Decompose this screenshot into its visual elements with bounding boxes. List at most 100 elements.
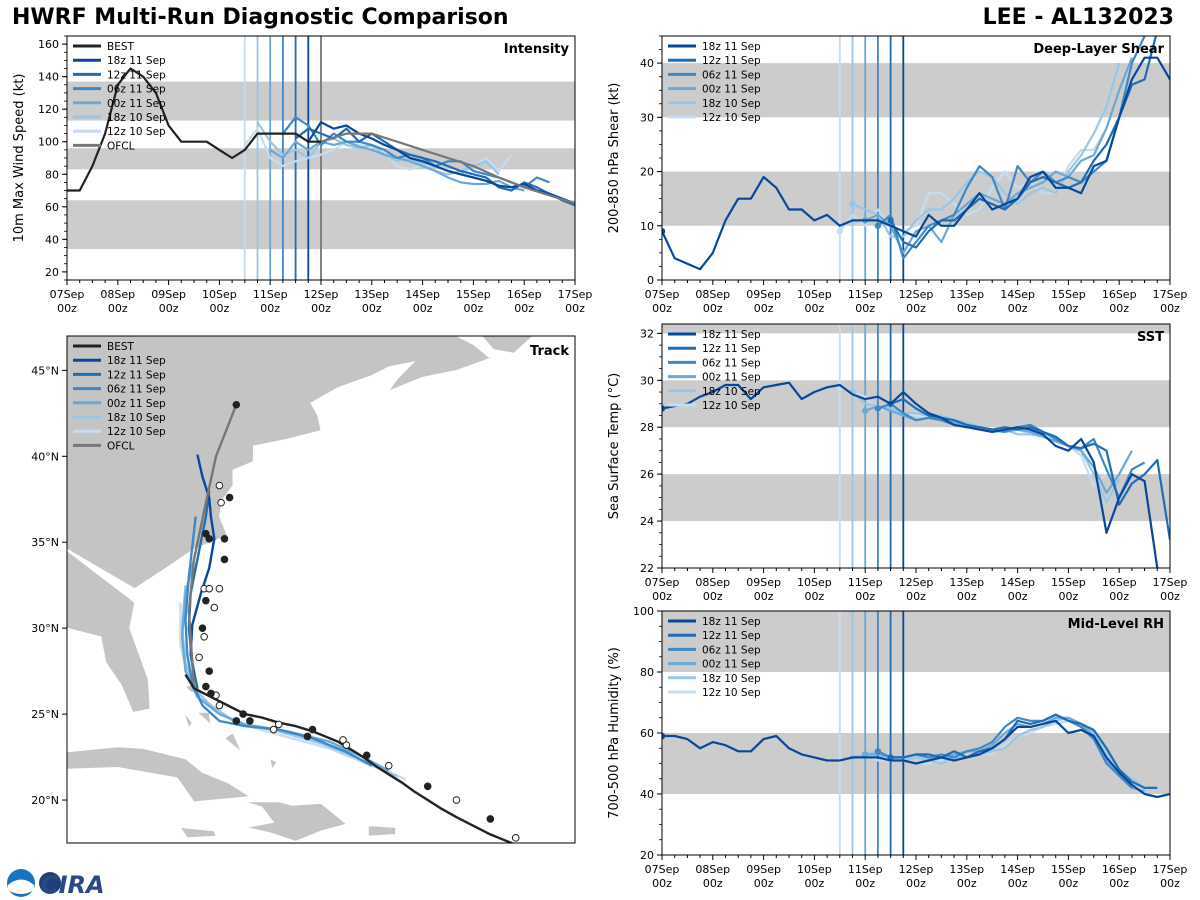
- y-axis-label: 200-850 hPa Shear (kt): [607, 83, 622, 234]
- series-line: [877, 36, 1146, 260]
- x-tick-label: 08Sep: [695, 863, 730, 876]
- threshold-band: [662, 611, 1170, 672]
- legend-label: 12z 10 Sep: [702, 687, 761, 699]
- x-tick-label: 16Sep: [507, 288, 542, 301]
- legend: 18z 11 Sep 12z 11 Sep 06z 11 Sep 00z 11 Sep…: [668, 616, 761, 699]
- cira-globe-icon: [39, 872, 61, 894]
- track-position-marker: [215, 584, 224, 593]
- x-tick-label: 00z: [957, 302, 977, 315]
- legend-label: 12z 11 Sep: [702, 630, 761, 642]
- track-line: [187, 404, 238, 689]
- x-tick-label: 00z: [1160, 302, 1180, 315]
- x-tick-label: 16Sep: [1102, 576, 1137, 589]
- x-tick-label: 09Sep: [746, 288, 781, 301]
- x-tick-label: 11Sep: [848, 863, 883, 876]
- x-tick-label: 00z: [703, 302, 723, 315]
- x-tick-label: 17Sep: [558, 288, 593, 301]
- x-tick-label: 00z: [805, 590, 825, 603]
- legend: 18z 11 Sep 12z 11 Sep 06z 11 Sep 00z 11 Sep…: [668, 329, 761, 412]
- x-tick-label: 00z: [652, 302, 672, 315]
- x-tick-label: 00z: [754, 877, 774, 890]
- x-tick-label: 16Sep: [1102, 288, 1137, 301]
- legend-label: OFCL: [107, 440, 135, 452]
- legend-label: 12z 10 Sep: [107, 126, 166, 138]
- series-line: [307, 121, 575, 205]
- x-tick-label: 09Sep: [746, 863, 781, 876]
- run-start-marker: [862, 407, 869, 415]
- lat-tick-label: 40°N: [31, 450, 59, 463]
- x-tick-label: 00z: [1160, 877, 1180, 890]
- lat-tick-label: 30°N: [31, 622, 59, 635]
- track-line: [184, 673, 515, 843]
- x-tick-label: 15Sep: [1051, 863, 1086, 876]
- land-mass: [183, 712, 193, 729]
- y-tick-label: 26: [640, 468, 654, 481]
- legend-label: 18z 10 Sep: [702, 98, 761, 110]
- x-tick-label: 13Sep: [949, 863, 984, 876]
- track-position-marker: [308, 725, 317, 734]
- track-position-marker: [198, 624, 207, 632]
- track-position-marker: [423, 782, 432, 791]
- series-line: [877, 402, 1146, 499]
- track-position-marker: [246, 717, 254, 725]
- x-tick-label: 00z: [57, 302, 77, 315]
- track-position-marker: [269, 725, 278, 734]
- series-line: [67, 67, 321, 192]
- x-tick-label: 00z: [1059, 302, 1079, 315]
- legend-label: 18z 10 Sep: [107, 112, 166, 124]
- lat-tick-label: 25°N: [31, 708, 59, 721]
- legend-label: 12z 11 Sep: [107, 369, 166, 381]
- legend-label: BEST: [107, 341, 135, 353]
- x-tick-label: 15Sep: [456, 288, 491, 301]
- y-tick-label: 100: [633, 605, 654, 618]
- land-mass: [196, 712, 212, 726]
- legend-label: 12z 10 Sep: [107, 426, 166, 438]
- legend-label: 12z 11 Sep: [107, 69, 166, 81]
- panel-title: Deep-Layer Shear: [1033, 42, 1164, 57]
- legend-label: 18z 11 Sep: [107, 355, 166, 367]
- run-start-marker: [836, 228, 843, 235]
- x-tick-label: 10Sep: [797, 863, 832, 876]
- map-area: [67, 336, 534, 843]
- x-tick-label: 07Sep: [645, 576, 680, 589]
- track-position-marker: [220, 555, 229, 564]
- x-tick-label: 00z: [906, 590, 926, 603]
- run-start-marker: [874, 222, 882, 229]
- threshold-band: [662, 324, 1170, 334]
- track-position-marker: [205, 584, 214, 593]
- y-axis-label: 10m Max Wind Speed (kt): [12, 74, 27, 243]
- x-tick-label: 00z: [210, 302, 230, 315]
- y-tick-label: 60: [45, 201, 59, 214]
- x-tick-label: 14Sep: [1000, 288, 1035, 301]
- map-frame: [66, 335, 576, 844]
- track-position-marker: [486, 815, 495, 823]
- panel-title: Mid-Level RH: [1068, 617, 1164, 632]
- x-tick-label: 10Sep: [202, 288, 237, 301]
- x-tick-label: 10Sep: [797, 288, 832, 301]
- legend-label: 00z 11 Sep: [107, 398, 166, 410]
- track-position-marker: [202, 529, 210, 538]
- x-tick-label: 00z: [906, 302, 926, 315]
- x-tick-label: 13Sep: [949, 288, 984, 301]
- run-start-marker: [862, 751, 869, 758]
- lat-tick-label: 20°N: [31, 794, 59, 807]
- lat-tick-label: 45°N: [31, 364, 59, 377]
- land-mass: [244, 801, 348, 842]
- legend-label: 00z 11 Sep: [107, 98, 166, 110]
- y-tick-label: 140: [38, 71, 59, 84]
- x-tick-label: 00z: [1109, 302, 1129, 315]
- legend-label: 00z 11 Sep: [702, 84, 761, 96]
- track-position-marker: [511, 834, 520, 842]
- legend-label: 06z 11 Sep: [702, 644, 761, 656]
- run-start-marker: [874, 748, 882, 755]
- y-tick-label: 22: [640, 562, 654, 575]
- land-mass: [223, 732, 242, 753]
- x-tick-label: 07Sep: [645, 288, 680, 301]
- y-tick-label: 80: [45, 168, 59, 181]
- x-tick-label: 08Sep: [100, 288, 135, 301]
- track-position-marker: [195, 653, 203, 662]
- x-tick-label: 00z: [1008, 302, 1028, 315]
- y-tick-label: 20: [640, 166, 654, 179]
- y-tick-label: 40: [640, 57, 654, 70]
- y-tick-label: 10: [640, 220, 654, 233]
